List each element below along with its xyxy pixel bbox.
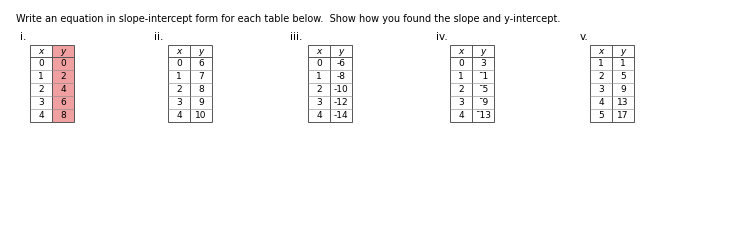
Text: 1: 1 [38, 72, 44, 81]
Text: 2: 2 [38, 85, 44, 94]
Text: ii.: ii. [154, 32, 164, 42]
Text: x: x [598, 46, 604, 56]
Text: 2: 2 [316, 85, 322, 94]
Text: 10: 10 [195, 111, 207, 120]
Text: v.: v. [580, 32, 589, 42]
Text: 3: 3 [458, 98, 464, 107]
Text: 13: 13 [617, 98, 628, 107]
Text: 1: 1 [620, 59, 626, 68]
Text: x: x [316, 46, 322, 56]
Text: iv.: iv. [436, 32, 448, 42]
Text: x: x [38, 46, 44, 56]
Text: x: x [458, 46, 464, 56]
Text: ¯13: ¯13 [475, 111, 491, 120]
Text: 5: 5 [598, 111, 604, 120]
Text: 17: 17 [617, 111, 628, 120]
Text: 0: 0 [458, 59, 464, 68]
Text: -8: -8 [337, 72, 346, 81]
Text: 8: 8 [60, 111, 66, 120]
Text: 2: 2 [176, 85, 182, 94]
Text: y: y [338, 46, 344, 56]
Text: x: x [176, 46, 182, 56]
Bar [52, 45, 74, 122]
Text: 3: 3 [316, 98, 322, 107]
Text: -10: -10 [334, 85, 348, 94]
Text: 9: 9 [620, 85, 626, 94]
Text: i.: i. [20, 32, 26, 42]
Text: iii.: iii. [290, 32, 302, 42]
Text: 4: 4 [316, 111, 322, 120]
Text: 1: 1 [316, 72, 322, 81]
Text: 2: 2 [60, 72, 66, 81]
Text: 3: 3 [176, 98, 182, 107]
Text: 4: 4 [176, 111, 182, 120]
Text: ¯9: ¯9 [478, 98, 488, 107]
Text: 0: 0 [38, 59, 44, 68]
Text: 1: 1 [598, 59, 604, 68]
Text: Write an equation in slope-intercept form for each table below.  Show how you fo: Write an equation in slope-intercept for… [16, 14, 561, 24]
Text: y: y [480, 46, 486, 56]
Bar [450, 45, 494, 122]
Text: 3: 3 [598, 85, 604, 94]
Text: 4: 4 [458, 111, 464, 120]
Text: 0: 0 [60, 59, 66, 68]
Bar [168, 45, 212, 122]
Text: ¯1: ¯1 [478, 72, 488, 81]
Text: 2: 2 [598, 72, 604, 81]
Text: ¯5: ¯5 [478, 85, 488, 94]
Text: -6: -6 [337, 59, 346, 68]
Text: y: y [60, 46, 66, 56]
Text: 0: 0 [316, 59, 322, 68]
Text: 6: 6 [198, 59, 204, 68]
Text: 4: 4 [598, 98, 604, 107]
Text: 0: 0 [176, 59, 182, 68]
Text: y: y [198, 46, 204, 56]
Text: 4: 4 [60, 85, 66, 94]
Bar [590, 45, 634, 122]
Text: 4: 4 [38, 111, 44, 120]
Text: -14: -14 [334, 111, 348, 120]
Text: 7: 7 [198, 72, 204, 81]
Text: 1: 1 [176, 72, 182, 81]
Text: -12: -12 [334, 98, 348, 107]
Bar [30, 45, 74, 122]
Text: 1: 1 [458, 72, 464, 81]
Text: 3: 3 [38, 98, 44, 107]
Text: 9: 9 [198, 98, 204, 107]
Text: 3: 3 [480, 59, 486, 68]
Text: 2: 2 [458, 85, 464, 94]
Bar [308, 45, 352, 122]
Text: 5: 5 [620, 72, 626, 81]
Text: 6: 6 [60, 98, 66, 107]
Text: y: y [620, 46, 626, 56]
Text: 8: 8 [198, 85, 204, 94]
